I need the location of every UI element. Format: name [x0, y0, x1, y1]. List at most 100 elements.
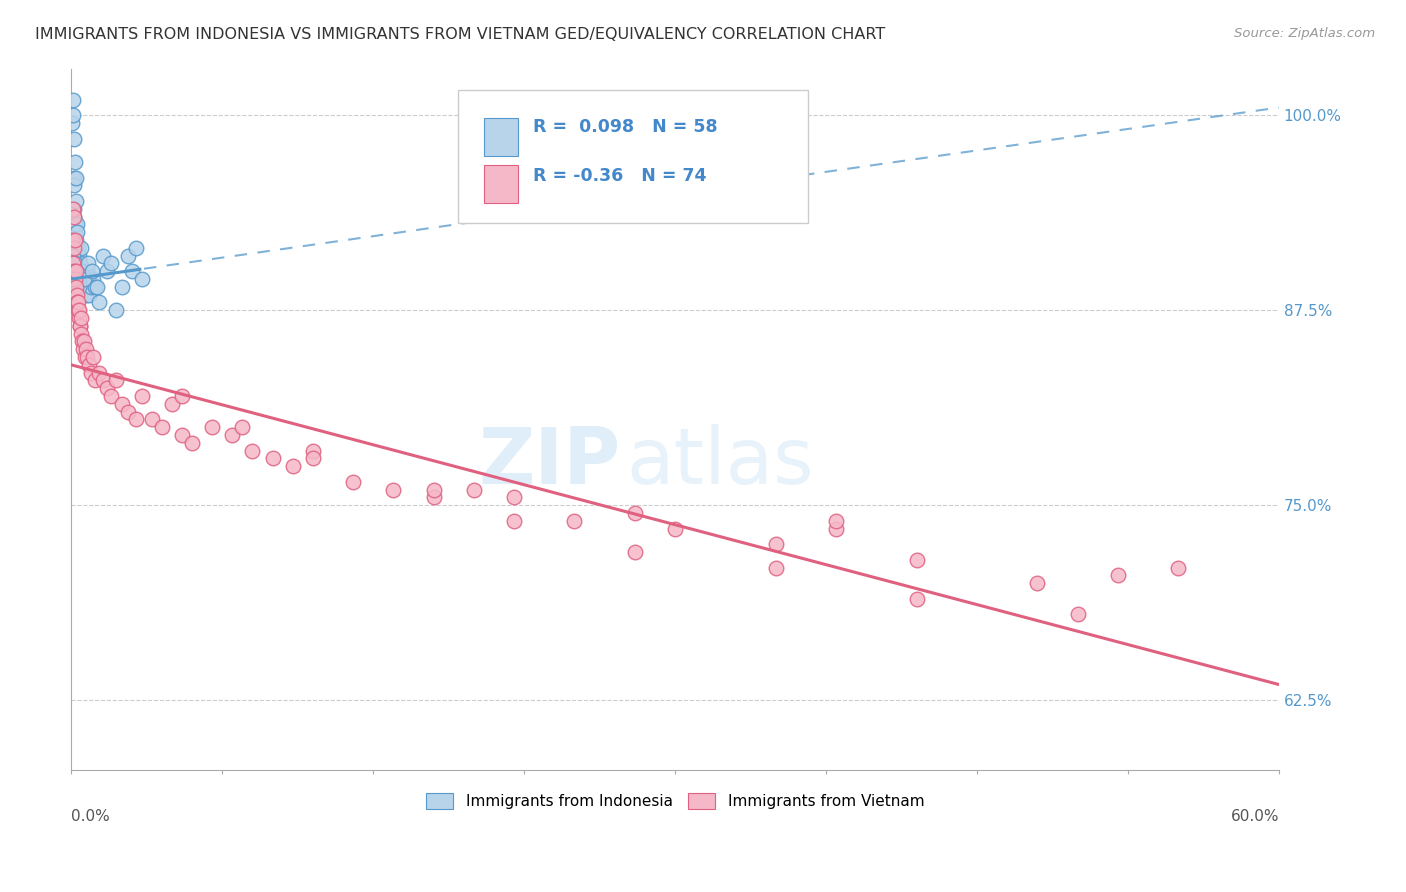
Point [422, 483, 444, 497]
Point [66, 287, 89, 301]
Point [65, 218, 87, 232]
Point [82, 350, 104, 364]
Point [66, 295, 89, 310]
Point [75, 287, 97, 301]
Point [67, 249, 90, 263]
Point [63, 225, 86, 239]
Point [70, 311, 93, 326]
Point [170, 389, 193, 403]
Point [67, 295, 90, 310]
Point [1107, 568, 1129, 582]
Point [503, 514, 526, 528]
Point [242, 443, 264, 458]
Point [70, 264, 93, 278]
Point [131, 389, 153, 403]
Point [63, 264, 86, 278]
Point [65, 170, 87, 185]
Point [67, 264, 90, 278]
Point [75, 350, 97, 364]
Point [60, 116, 83, 130]
Point [70, 264, 93, 278]
Point [65, 249, 87, 263]
Point [131, 272, 153, 286]
Point [104, 373, 127, 387]
Point [73, 272, 96, 286]
Point [63, 210, 86, 224]
Point [66, 225, 89, 239]
Point [62, 108, 84, 122]
Point [201, 420, 224, 434]
Point [117, 249, 139, 263]
Point [86, 280, 108, 294]
Point [62, 241, 84, 255]
Point [110, 280, 132, 294]
Point [110, 397, 132, 411]
Point [65, 264, 87, 278]
Point [72, 280, 94, 294]
Point [63, 249, 86, 263]
Point [63, 178, 86, 193]
Point [75, 280, 97, 294]
FancyBboxPatch shape [458, 89, 808, 223]
Point [72, 334, 94, 349]
Point [89, 295, 111, 310]
Text: Source: ZipAtlas.com: Source: ZipAtlas.com [1234, 27, 1375, 40]
Point [62, 249, 84, 263]
Point [82, 272, 104, 286]
Point [96, 264, 118, 278]
Point [65, 233, 87, 247]
Point [69, 264, 91, 278]
Point [66, 218, 89, 232]
Point [84, 373, 107, 387]
Point [121, 264, 143, 278]
Point [100, 389, 122, 403]
Point [62, 131, 84, 145]
Text: ZIP: ZIP [478, 424, 620, 500]
Point [1167, 560, 1189, 574]
Point [66, 249, 89, 263]
Point [664, 522, 686, 536]
Point [104, 303, 127, 318]
Point [100, 256, 122, 270]
Point [231, 420, 253, 434]
Point [69, 256, 91, 270]
Point [422, 491, 444, 505]
Point [63, 210, 86, 224]
Point [63, 272, 86, 286]
Point [1026, 576, 1049, 591]
Point [124, 412, 146, 426]
Point [765, 537, 787, 551]
Point [67, 280, 90, 294]
Point [124, 241, 146, 255]
Point [141, 412, 163, 426]
Point [624, 506, 647, 520]
Point [342, 475, 364, 489]
Point [96, 381, 118, 395]
Bar [484, 118, 517, 156]
Point [69, 318, 91, 333]
Point [70, 241, 93, 255]
Point [463, 483, 485, 497]
Point [63, 256, 86, 270]
Point [281, 459, 304, 474]
Point [65, 233, 87, 247]
Bar [484, 165, 517, 203]
Point [65, 194, 87, 208]
Point [117, 404, 139, 418]
Point [66, 295, 89, 310]
Text: 0.0%: 0.0% [72, 809, 110, 824]
Text: R = -0.36   N = 74: R = -0.36 N = 74 [533, 167, 706, 185]
Point [825, 514, 848, 528]
Point [301, 451, 323, 466]
Point [80, 366, 103, 380]
Point [66, 256, 89, 270]
Point [262, 451, 284, 466]
Point [93, 249, 115, 263]
Point [170, 428, 193, 442]
Point [69, 318, 91, 333]
Point [79, 358, 101, 372]
Point [825, 522, 848, 536]
Point [67, 241, 90, 255]
Point [73, 334, 96, 349]
Point [76, 350, 98, 364]
